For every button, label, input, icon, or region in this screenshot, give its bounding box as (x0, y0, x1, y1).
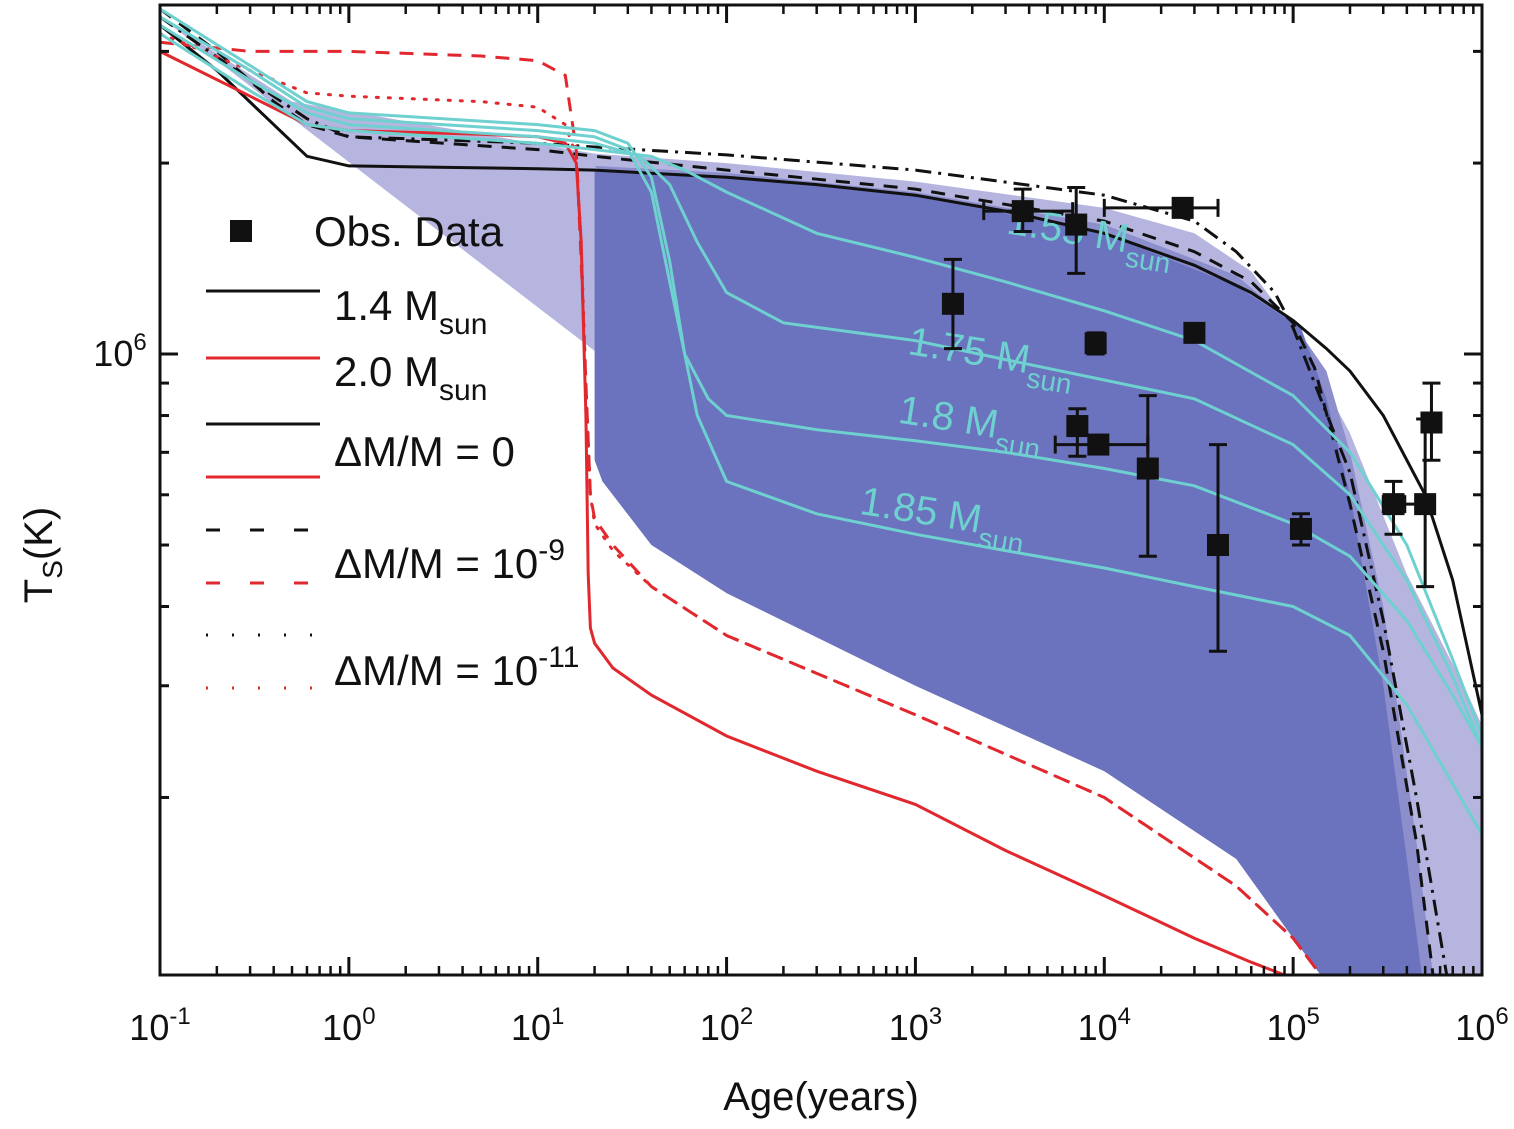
x-tick-label: 106 (1455, 1003, 1508, 1048)
legend-marker-obs (230, 220, 252, 242)
data-marker (1206, 534, 1229, 557)
observation-point (1065, 186, 1088, 275)
data-marker (1289, 517, 1312, 540)
x-tick-label: 100 (322, 1003, 375, 1048)
legend-label-dm9: ΔM/M = 10-9 (334, 534, 565, 587)
x-tick-label: 105 (1266, 1003, 1319, 1048)
annotation-1: 1.75 Msun (904, 319, 1078, 400)
legend-label-1-4: 1.4 Msun (334, 282, 487, 341)
series-line-0 (160, 23, 1482, 716)
svg-text:TS(K): TS(K) (17, 507, 68, 603)
y-label-main: T (17, 579, 61, 603)
x-tick-label: 104 (1078, 1003, 1131, 1048)
y-tick-label: 106 (93, 329, 146, 374)
observation-point (1289, 512, 1312, 547)
data-marker (1065, 213, 1088, 236)
plot-frame (158, 3, 1484, 977)
x-tick-label: 103 (889, 1003, 942, 1048)
data-marker (1087, 433, 1110, 456)
x-tick-label: 10-1 (129, 1003, 190, 1048)
band-dark (594, 171, 1422, 975)
data-marker (1084, 332, 1107, 355)
y-label-unit: (K) (17, 507, 61, 560)
observation-point (941, 257, 964, 351)
data-marker (1382, 493, 1405, 516)
data-marker (1183, 321, 1206, 344)
legend-label-2-0: 2.0 Msun (334, 348, 487, 407)
y-axis-label: TS(K) (17, 507, 68, 603)
observation-point (1420, 381, 1443, 462)
x-tick-label: 102 (700, 1003, 753, 1048)
x-tick-label: 101 (511, 1003, 564, 1048)
observation-points (941, 186, 1443, 653)
series-line-7 (160, 23, 1482, 748)
series-line-8 (160, 15, 1482, 748)
data-marker (1066, 415, 1089, 438)
observation-point (1381, 479, 1407, 536)
y-label-sub: S (37, 560, 68, 579)
observation-point (1183, 321, 1206, 344)
observation-point (1136, 394, 1159, 558)
legend-label-dm0: ΔM/M = 0 (334, 428, 515, 475)
data-marker (1414, 493, 1437, 516)
data-marker (1420, 411, 1443, 434)
observation-point (1066, 407, 1089, 458)
legend: Obs. Data 1.4 Msun 2.0 Msun ΔM/M = 0 ΔM/M = … (206, 208, 579, 694)
data-marker (1136, 457, 1159, 480)
series-line-1 (160, 7, 1435, 975)
series-line-4 (160, 40, 1322, 975)
observation-point (1102, 196, 1220, 219)
data-marker (1171, 196, 1194, 219)
observation-point (1206, 443, 1229, 653)
series-line-9 (160, 7, 1482, 836)
data-marker (941, 292, 964, 315)
series-line-6 (160, 32, 1482, 737)
axis-ticks: 10-1 100 101 102 103 104 105 106 106 (93, 5, 1509, 1048)
shaded-bands (160, 16, 1482, 975)
series-line-3 (160, 50, 1286, 975)
observation-point (1084, 331, 1107, 356)
x-axis-label: Age(years) (723, 1075, 919, 1119)
legend-label-obs: Obs. Data (314, 208, 504, 255)
data-marker (1011, 200, 1034, 223)
legend-label-dm11: ΔM/M = 10-11 (334, 641, 579, 694)
axes (158, 3, 1484, 977)
